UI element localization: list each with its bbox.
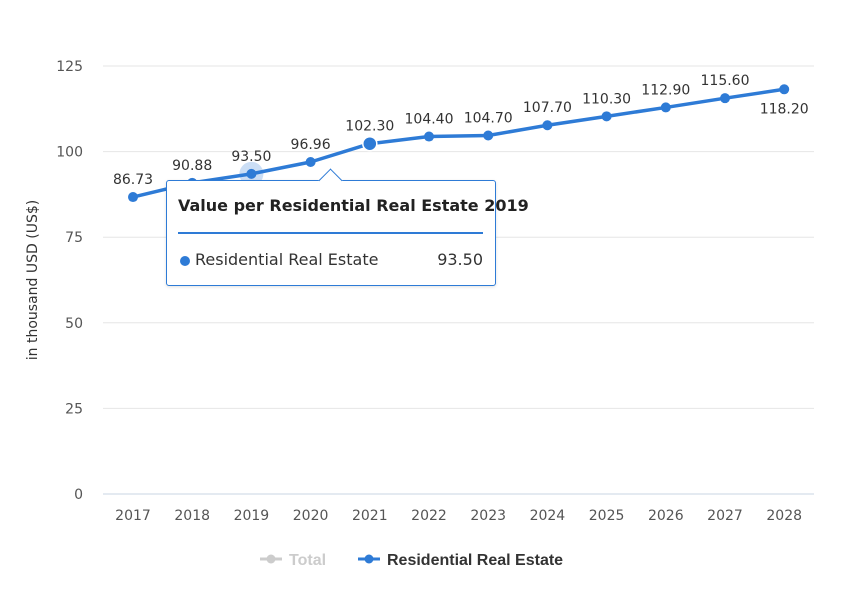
data-point[interactable] <box>542 120 553 131</box>
data-point[interactable] <box>246 168 257 179</box>
x-tick-label: 2022 <box>411 508 447 524</box>
legend-label-total: Total <box>289 552 326 569</box>
data-label: 104.70 <box>464 111 513 127</box>
data-label: 96.96 <box>291 137 331 153</box>
data-point[interactable] <box>601 111 612 122</box>
data-label: 110.30 <box>582 91 631 107</box>
data-point[interactable] <box>424 131 434 142</box>
data-point[interactable] <box>305 157 316 168</box>
tooltip-divider <box>178 232 483 234</box>
legend-item-residential-real-estate[interactable]: Residential Real Estate <box>358 552 563 569</box>
y-tick-label: 0 <box>74 487 83 503</box>
data-point[interactable] <box>779 84 790 95</box>
legend-label-residential: Residential Real Estate <box>387 552 563 569</box>
data-label: 107.70 <box>523 100 572 116</box>
data-label: 93.50 <box>231 149 271 165</box>
series-line <box>132 87 785 199</box>
x-tick-label: 2020 <box>293 508 329 524</box>
x-tick-label: 2017 <box>115 508 151 524</box>
x-tick-label: 2025 <box>589 508 625 524</box>
tooltip-value: 93.50 <box>437 250 483 269</box>
y-axis-title: in thousand USD (US$) <box>25 200 41 360</box>
data-point[interactable] <box>483 130 494 141</box>
data-label: 102.30 <box>345 119 394 135</box>
y-tick-label: 125 <box>56 59 83 75</box>
x-tick-label: 2027 <box>707 508 743 524</box>
data-label: 104.40 <box>405 112 454 128</box>
x-tick-label: 2028 <box>766 508 802 524</box>
legend-marker-total <box>266 554 276 564</box>
data-label: 90.88 <box>172 158 212 174</box>
data-label: 112.90 <box>641 82 690 98</box>
tooltip: Value per Residential Real Estate 2019 R… <box>166 168 529 286</box>
y-tick-label: 50 <box>65 316 83 332</box>
legend: Total Residential Real Estate <box>260 552 563 569</box>
tooltip-title: Value per Residential Real Estate 2019 <box>178 196 529 215</box>
data-label: 118.20 <box>760 101 809 117</box>
data-point[interactable] <box>720 93 730 104</box>
x-tick-label: 2018 <box>174 508 210 524</box>
y-tick-label: 25 <box>65 401 83 417</box>
legend-marker-residential <box>364 554 374 564</box>
series-residential-real-estate[interactable] <box>128 84 790 203</box>
data-labels: 86.73 90.88 93.50 96.96 102.30 104.40 104.70 10… <box>113 73 809 188</box>
y-tick-label: 75 <box>65 230 83 246</box>
data-point[interactable] <box>660 102 671 113</box>
data-point[interactable] <box>128 192 138 203</box>
x-tick-label: 2019 <box>234 508 270 524</box>
y-axis-ticks: 0 25 50 75 100 125 <box>56 59 83 503</box>
legend-item-total[interactable]: Total <box>260 552 326 569</box>
x-tick-label: 2021 <box>352 508 388 524</box>
x-tick-label: 2023 <box>470 508 506 524</box>
tooltip-row: Residential Real Estate 93.50 <box>178 250 483 272</box>
data-label: 86.73 <box>113 172 153 188</box>
tooltip-series-dot <box>180 256 190 266</box>
data-label: 115.60 <box>701 73 750 89</box>
x-tick-label: 2026 <box>648 508 684 524</box>
x-axis-ticks: 2017 2018 2019 2020 2021 2022 2023 2024 2025 2026… <box>115 508 802 524</box>
y-tick-label: 100 <box>56 145 83 161</box>
x-tick-label: 2024 <box>530 508 566 524</box>
data-point[interactable] <box>362 135 378 152</box>
tooltip-series-name: Residential Real Estate <box>195 250 379 269</box>
